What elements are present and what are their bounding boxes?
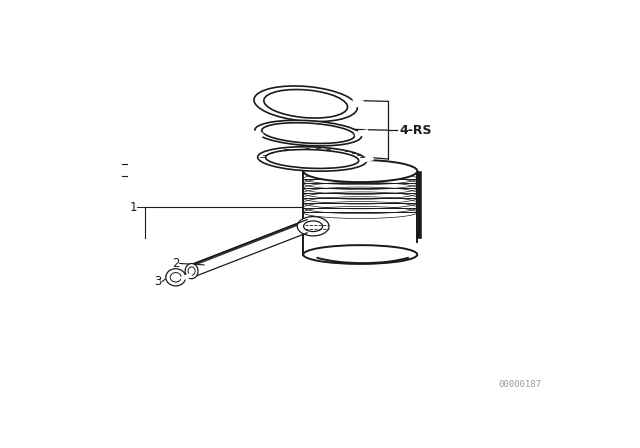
Ellipse shape [258,147,367,171]
Ellipse shape [297,216,329,236]
Ellipse shape [185,263,198,279]
Ellipse shape [166,269,186,286]
Ellipse shape [262,123,355,143]
Ellipse shape [188,267,195,275]
Text: 4-RS: 4-RS [400,124,433,137]
Ellipse shape [303,245,417,264]
Ellipse shape [264,90,348,118]
Ellipse shape [303,221,323,232]
Ellipse shape [254,86,357,121]
Text: 3: 3 [154,275,162,288]
Ellipse shape [255,121,362,146]
Text: 00000187: 00000187 [499,380,541,389]
Text: 2: 2 [172,257,179,270]
Text: 1—: 1— [129,201,149,214]
Ellipse shape [303,160,417,182]
Polygon shape [191,220,307,266]
Ellipse shape [170,272,181,282]
Ellipse shape [266,150,358,168]
